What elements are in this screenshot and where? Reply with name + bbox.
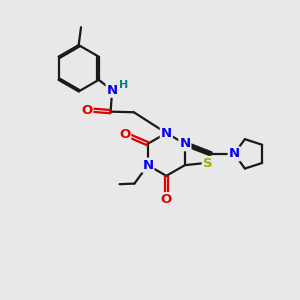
Text: O: O [161, 193, 172, 206]
Text: N: N [106, 84, 118, 97]
Text: N: N [179, 137, 191, 150]
Text: N: N [161, 127, 172, 140]
Text: O: O [81, 104, 92, 117]
Text: H: H [119, 80, 128, 90]
Text: O: O [119, 128, 130, 141]
Text: S: S [203, 157, 212, 170]
Text: N: N [142, 159, 153, 172]
Text: N: N [229, 147, 240, 161]
